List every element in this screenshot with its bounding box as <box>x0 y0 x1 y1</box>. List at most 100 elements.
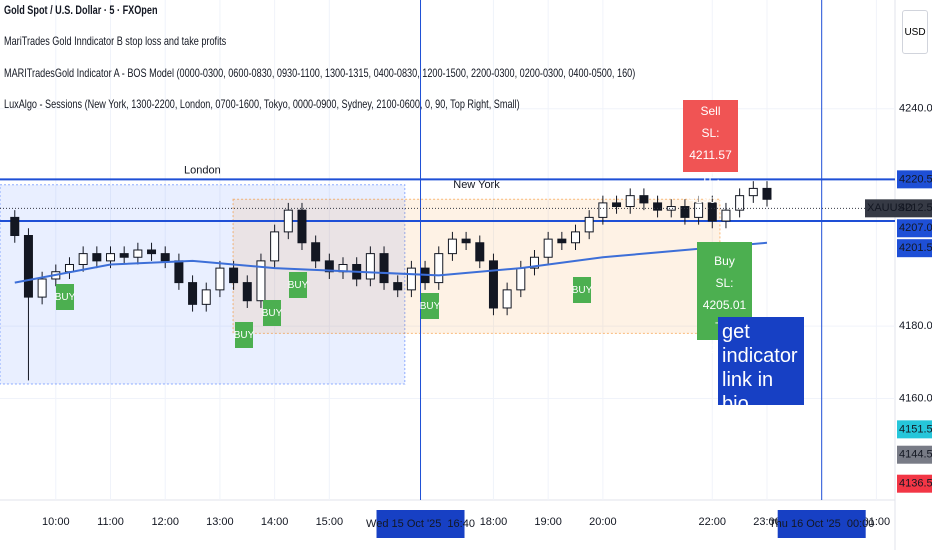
candle-body <box>721 209 731 222</box>
x-tick-label: 23:00 <box>753 516 781 528</box>
y-tick-label: 4160.0 <box>899 392 932 404</box>
candle-body <box>516 267 526 291</box>
price-badge-label: 4201.5 <box>899 242 932 254</box>
candle-body <box>188 282 198 305</box>
buy-marker: BUY <box>420 293 440 319</box>
x-tick-label: 20:00 <box>589 516 617 528</box>
time-badge <box>777 510 866 538</box>
currency-button[interactable]: USD <box>902 10 928 54</box>
buy-marker: BUY <box>55 284 75 310</box>
x-tick-label: 01:00 <box>863 516 891 528</box>
time-badge-label: Thu 16 Oct '25 00:00 <box>769 518 874 530</box>
price-badge-label: 4220.5 <box>899 173 932 185</box>
x-tick-label: 18:00 <box>480 516 508 528</box>
x-tick-label: 15:00 <box>316 516 344 528</box>
price-badge-label: 4212.5 <box>899 202 932 214</box>
y-tick-label: 4180.0 <box>899 320 932 332</box>
time-badge <box>376 510 465 538</box>
candle-body <box>92 253 102 262</box>
candle-body <box>270 231 280 262</box>
sell-signal: Sell SL: 4211.57 TP: 4196.57 <box>683 100 738 206</box>
candle-body <box>10 216 20 237</box>
price-badge-label: 4136.5 <box>899 478 932 490</box>
promo-label: get indicator link in bio <box>718 317 804 415</box>
candle-body <box>297 209 307 244</box>
price-badge <box>897 239 932 258</box>
time-badge-label: Wed 15 Oct '25 16:40 <box>366 518 475 530</box>
candle-body <box>639 195 649 204</box>
candle-body <box>735 195 745 211</box>
x-tick-label: 12:00 <box>151 516 179 528</box>
candle-body <box>694 202 704 218</box>
candle-body <box>502 289 512 309</box>
signal-tp: TP: 4196.57 <box>688 170 733 206</box>
candle-body <box>529 256 539 269</box>
y-tick-label: 4240.0 <box>899 103 932 115</box>
candle-body <box>666 206 676 211</box>
candle-body <box>571 231 581 244</box>
candle-body <box>78 253 88 265</box>
indicator-name[interactable]: MariTrades Gold Inndicator B stop loss a… <box>4 34 227 48</box>
candle-body <box>680 206 690 218</box>
candle-body <box>215 267 225 291</box>
candle-body <box>557 238 567 244</box>
signal-sl: SL: 4211.57 <box>689 126 732 162</box>
price-badge <box>897 219 932 238</box>
x-tick-label: 13:00 <box>206 516 234 528</box>
price-badge <box>897 445 932 464</box>
candle-body <box>475 242 485 262</box>
candle-body <box>133 249 143 258</box>
indicator-name[interactable]: MARITradesGold Indicator A - BOS Model (… <box>4 66 636 80</box>
candle-body <box>37 278 47 298</box>
candle-body <box>461 238 471 244</box>
candle-body <box>748 187 758 197</box>
candle-body <box>434 253 444 284</box>
candle-body <box>584 216 594 233</box>
candle-body <box>707 202 717 222</box>
price-badge <box>897 199 932 218</box>
signal-label: Sell <box>700 104 721 118</box>
candle-body <box>64 263 74 273</box>
x-tick-label: 22:00 <box>699 516 727 528</box>
candle-body <box>256 260 266 302</box>
candle-body <box>447 238 457 255</box>
price-badge <box>897 420 932 439</box>
session-label: London <box>184 165 221 177</box>
candle-body <box>653 202 663 211</box>
x-tick-label: 11:00 <box>97 516 124 528</box>
indicator-name[interactable]: LuxAlgo - Sessions (New York, 1300-2200,… <box>4 97 520 111</box>
buy-marker: BUY <box>572 277 592 303</box>
candle-body <box>201 289 211 305</box>
candle-body <box>379 253 389 284</box>
symbol-badge-label: XAUUSD <box>867 202 913 214</box>
candle-body <box>762 187 772 200</box>
x-tick-label: 19:00 <box>534 516 562 528</box>
candle-body <box>406 267 416 291</box>
candle-body <box>393 282 403 291</box>
price-badge-label: 4144.5 <box>899 449 932 461</box>
price-badge-label: 4151.5 <box>899 423 932 435</box>
buy-marker: BUY <box>234 322 254 348</box>
signal-sl: SL: 4205.01 <box>702 276 747 312</box>
candle-body <box>488 260 498 309</box>
buy-marker: BUY <box>288 272 308 298</box>
moving-average <box>14 241 768 284</box>
candle-body <box>119 253 129 258</box>
candle-body <box>106 253 116 262</box>
x-tick-label: 10:00 <box>42 516 70 528</box>
candle-body <box>543 238 553 258</box>
candle-body <box>598 202 608 218</box>
candle-body <box>174 260 184 284</box>
candle-body <box>23 235 33 298</box>
signal-label: Buy <box>714 254 735 268</box>
symbol-title[interactable]: Gold Spot / U.S. Dollar · 5 · FXOpen <box>4 3 158 17</box>
buy-marker: BUY <box>262 300 282 326</box>
price-badge-label: 4207.0 <box>899 222 932 234</box>
symbol-badge <box>865 199 897 218</box>
candle-body <box>283 209 293 233</box>
candle-body <box>311 242 321 262</box>
candle-body <box>242 282 252 302</box>
session-label: New York <box>453 179 500 191</box>
